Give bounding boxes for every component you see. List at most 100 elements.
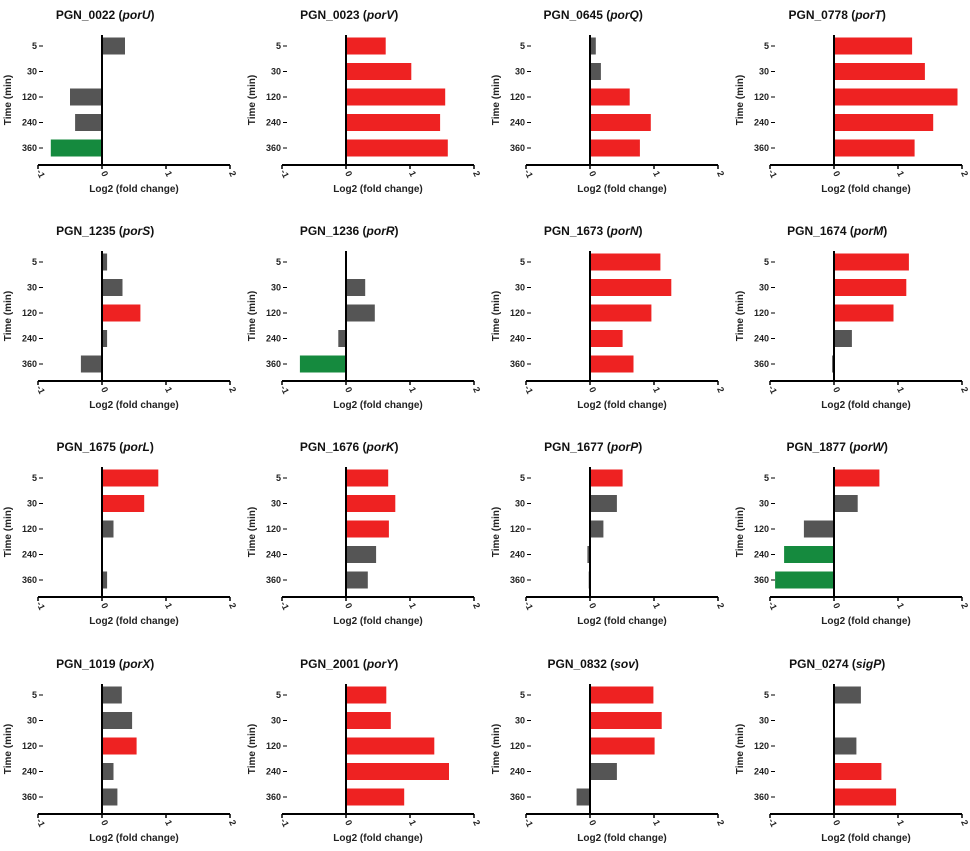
x-tick-label: 2 [959,601,970,610]
panel-title: PGN_1674 (porM) [787,224,887,238]
bar-30min [102,712,133,729]
x-tick-label: 1 [651,601,662,610]
y-tick-label: 360 [510,575,525,585]
panel-porN: PGN_1673 (porN) 5 30 120 240 360 -1 0 1 2 Log2 (fo… [491,224,726,411]
x-tick-label: 1 [651,385,662,394]
bar-360min [834,139,915,157]
bar-360min [299,355,346,373]
panel-title-gene: PGN_1236 ( [300,224,367,238]
x-tick-label: 0 [343,818,354,827]
bar-240min [102,763,114,780]
x-tick-label: 0 [343,601,354,610]
panel-title-gene: PGN_1677 ( [544,440,611,454]
bar-5min [834,37,913,55]
y-tick-label: 5 [764,257,769,267]
y-axis-label: Time (min) [491,291,502,341]
panel-title-name: porM [853,224,884,238]
y-tick-label: 360 [22,575,37,585]
bar-5min [834,469,880,487]
panel-title: PGN_1673 (porN) [544,224,643,238]
panel-title-name: sov [614,657,636,671]
panel-title: PGN_1236 (porR) [300,224,399,238]
y-tick-label: 360 [22,359,37,369]
y-tick-label: 5 [520,257,525,267]
x-tick-label: -1 [522,817,534,828]
x-tick-label: -1 [522,384,534,395]
x-tick-label: 2 [959,385,970,394]
y-tick-label: 5 [276,41,281,51]
x-axis-label: Log2 (fold change) [577,833,666,844]
y-tick-label: 120 [22,741,37,751]
x-tick-label: 1 [163,385,174,394]
bar-360min [346,139,448,157]
x-axis-label: Log2 (fold change) [333,400,422,411]
panel-porT: PGN_0778 (porT) 5 30 120 240 360 -1 0 1 2 Log2 (fo… [735,8,970,195]
bar-120min [590,737,655,755]
x-tick-label: 2 [471,385,482,394]
y-tick-label: 120 [510,524,525,534]
y-tick-label: 30 [515,716,525,726]
panel-title-name: porY [366,657,395,671]
bar-30min [834,279,907,296]
x-tick-label: 2 [471,169,482,178]
y-tick-label: 5 [764,41,769,51]
bar-5min [102,469,159,487]
bar-120min [102,304,141,322]
panel-title-name: porX [122,657,151,671]
bar-30min [834,495,858,512]
panel-title-gene: PGN_0022 ( [56,8,123,22]
panel-porP: PGN_1677 (porP) 5 30 120 240 360 -1 0 1 2 Log2 (fo… [491,440,726,627]
x-tick-label: 2 [715,169,726,178]
panel-title: PGN_0778 (porT) [789,8,886,22]
y-tick-label: 360 [754,575,769,585]
panel-title-name: porK [366,440,396,454]
panel-porM: PGN_1674 (porM) 5 30 120 240 360 -1 0 1 2 Log2 (fo… [735,224,970,411]
y-axis-label: Time (min) [247,75,258,125]
x-tick-label: 2 [471,818,482,827]
x-tick-label: 1 [895,601,906,610]
panel-title-name: porL [122,440,150,454]
panel-title: PGN_0645 (porQ) [544,8,643,22]
y-tick-label: 30 [515,283,525,293]
bar-120min [834,88,958,106]
x-tick-label: -1 [766,384,778,395]
x-tick-label: 1 [407,601,418,610]
y-tick-label: 240 [22,767,37,777]
x-tick-label: 1 [163,169,174,178]
bar-360min [50,139,102,157]
y-tick-label: 360 [510,792,525,802]
y-tick-label: 240 [266,334,281,344]
panel-porS: PGN_1235 (porS) 5 30 120 240 360 -1 0 1 2 Log2 (fo… [3,224,238,411]
y-tick-label: 360 [754,143,769,153]
x-tick-label: 2 [227,601,238,610]
bar-120min [346,520,389,538]
x-tick-label: 0 [831,169,842,178]
x-tick-label: 0 [99,818,110,827]
y-tick-label: 5 [520,473,525,483]
panel-title-gene: PGN_0023 ( [300,8,367,22]
panel-title-name: porN [610,224,639,238]
bar-30min [346,279,366,296]
x-tick-label: 2 [715,818,726,827]
y-tick-label: 120 [754,524,769,534]
panel-porK: PGN_1676 (porK) 5 30 120 240 360 -1 0 1 2 Log2 (fo… [247,440,482,627]
bar-240min [346,763,449,780]
bar-30min [590,495,617,512]
panel-title-name: porS [122,224,150,238]
bar-240min [75,114,102,131]
x-axis-label: Log2 (fold change) [333,833,422,844]
panel-title: PGN_0022 (porU) [56,8,155,22]
x-tick-label: 0 [831,385,842,394]
bar-240min [834,763,882,780]
panel-porR: PGN_1236 (porR) 5 30 120 240 360 -1 0 1 2 Log2 (fo… [247,224,482,411]
y-tick-label: 30 [271,67,281,77]
y-tick-label: 120 [510,741,525,751]
x-tick-label: 1 [163,818,174,827]
panel-title: PGN_0274 (sigP) [789,657,885,671]
panel-title-name: porP [610,440,639,454]
x-tick-label: 0 [99,385,110,394]
x-axis-label: Log2 (fold change) [821,184,910,195]
y-tick-label: 120 [22,308,37,318]
y-tick-label: 360 [266,575,281,585]
